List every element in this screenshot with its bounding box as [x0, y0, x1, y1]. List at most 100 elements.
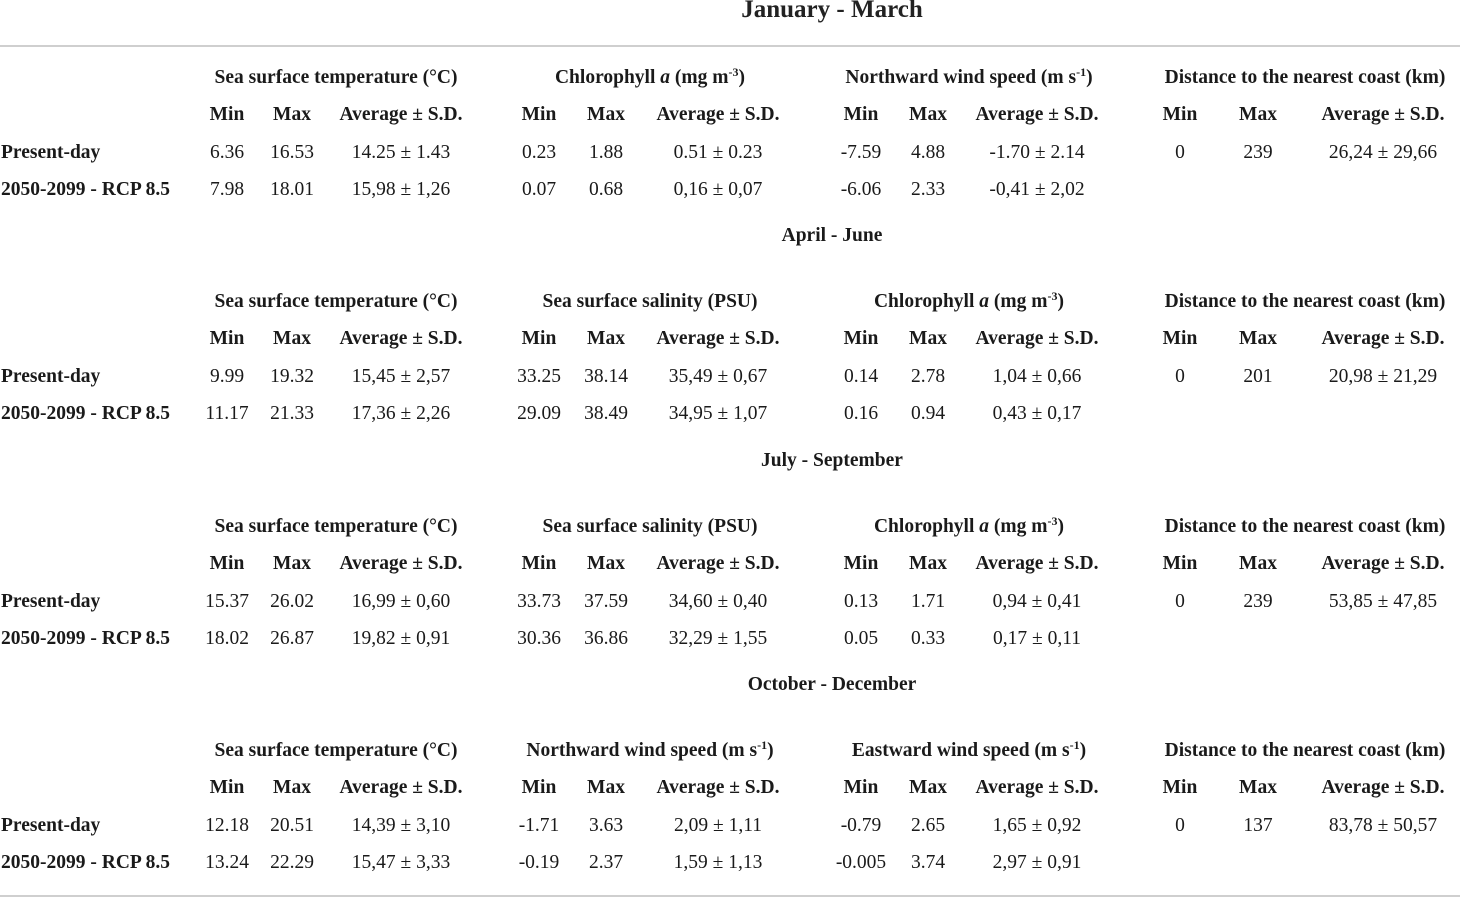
table-cell: 2.78 — [910, 366, 946, 387]
group-label-text: Chlorophyll — [873, 516, 980, 537]
table-cell: 9.99 — [209, 366, 245, 387]
column-subheader: Average ± S.D. — [1321, 104, 1445, 125]
group-label: Sea surface salinity (PSU) — [542, 291, 758, 312]
column-group-header: Distance to the nearest coast (km) — [1055, 66, 1460, 90]
table-cell: 11.17 — [205, 403, 249, 424]
column-subheader: Max — [273, 553, 311, 574]
table-cell: 13.24 — [205, 852, 249, 873]
table-cell: 1.88 — [588, 142, 624, 163]
table-title: January - March — [741, 0, 923, 23]
table-cell: -0.79 — [840, 815, 882, 836]
column-subheader: Max — [587, 104, 625, 125]
group-label-text: Eastward wind speed (m s — [851, 740, 1070, 761]
table-cell: 0.07 — [521, 179, 557, 200]
table-cell: 0.13 — [843, 591, 879, 612]
group-label-text: Chlorophyll — [554, 67, 661, 88]
table-cell: 0,94 ± 0,41 — [992, 591, 1082, 612]
table-cell: 14.25 ± 1.43 — [351, 142, 451, 163]
table-cell: 18.01 — [270, 179, 314, 200]
table-cell: 26.87 — [270, 628, 314, 649]
column-subheader: Max — [273, 328, 311, 349]
row-label: 2050-2099 - RCP 8.5 — [1, 628, 170, 649]
table-cell: 2,09 ± 1,11 — [674, 815, 762, 836]
column-subheader: Max — [273, 104, 311, 125]
group-label: Distance to the nearest coast (km) — [1164, 740, 1446, 761]
group-label-text: (mg m — [989, 291, 1048, 312]
column-subheader: Average ± S.D. — [975, 104, 1099, 125]
table-cell: 83,78 ± 50,57 — [1328, 815, 1438, 836]
table-cell: -7.59 — [840, 142, 882, 163]
table-cell: 4.88 — [910, 142, 946, 163]
column-subheader: Max — [273, 777, 311, 798]
table-cell: 17,36 ± 2,26 — [351, 403, 451, 424]
column-group-header: Sea surface temperature (°C) — [86, 290, 586, 314]
table-cell: 15,45 ± 2,57 — [351, 366, 451, 387]
table-cell: 0 — [1175, 815, 1185, 836]
table-cell: 137 — [1243, 815, 1273, 836]
row-label: Present-day — [1, 815, 101, 836]
table-cell: 19,82 ± 0,91 — [351, 628, 451, 649]
group-label: Sea surface temperature (°C) — [214, 291, 458, 312]
column-subheader: Max — [909, 104, 947, 125]
column-group-header: Northward wind speed (m s-1) — [400, 739, 900, 763]
table-cell: 32,29 ± 1,55 — [668, 628, 768, 649]
group-label-superscript: -1 — [1069, 738, 1080, 752]
group-label: Distance to the nearest coast (km) — [1164, 516, 1446, 537]
table-cell: 53,85 ± 47,85 — [1328, 591, 1438, 612]
table-cell: -0,41 ± 2,02 — [989, 179, 1085, 200]
table-cell: 1,59 ± 1,13 — [673, 852, 763, 873]
table-cell: 26.02 — [270, 591, 314, 612]
group-label-text: ) — [767, 740, 774, 761]
column-subheader: Average ± S.D. — [1321, 328, 1445, 349]
table-cell: 0 — [1175, 366, 1185, 387]
group-label-text: ) — [1057, 516, 1065, 537]
table-cell: 18.02 — [205, 628, 249, 649]
column-subheader: Min — [843, 104, 879, 125]
table-cell: 3.63 — [588, 815, 624, 836]
table-cell: 35,49 ± 0,67 — [668, 366, 768, 387]
table-cell: 30.36 — [517, 628, 561, 649]
column-subheader: Min — [1162, 104, 1198, 125]
table-cell: 15.37 — [205, 591, 249, 612]
column-subheader: Average ± S.D. — [975, 777, 1099, 798]
group-label: Distance to the nearest coast (km) — [1164, 67, 1446, 88]
column-subheader: Average ± S.D. — [1321, 777, 1445, 798]
column-subheader: Max — [909, 777, 947, 798]
table-cell: -1.70 ± 2.14 — [989, 142, 1085, 163]
table-cell: 0.16 — [843, 403, 879, 424]
column-subheader: Min — [209, 104, 245, 125]
table-cell: 36.86 — [584, 628, 628, 649]
table-cell: 0.05 — [843, 628, 879, 649]
table-cell: 0.94 — [910, 403, 946, 424]
row-label: Present-day — [1, 591, 101, 612]
table-cell: 16.53 — [270, 142, 314, 163]
column-subheader: Average ± S.D. — [339, 553, 463, 574]
table-cell: 6.36 — [209, 142, 245, 163]
row-label: 2050-2099 - RCP 8.5 — [1, 179, 170, 200]
row-label: 2050-2099 - RCP 8.5 — [1, 852, 170, 873]
table-cell: -1.71 — [518, 815, 560, 836]
group-label-superscript: -3 — [1047, 289, 1058, 303]
table-cell: 1.71 — [910, 591, 946, 612]
table-cell: 239 — [1243, 142, 1273, 163]
season-heading: April - June — [781, 225, 883, 246]
column-group-header: Distance to the nearest coast (km) — [1055, 739, 1460, 763]
column-subheader: Average ± S.D. — [339, 328, 463, 349]
column-subheader: Max — [1239, 553, 1277, 574]
column-subheader: Average ± S.D. — [1321, 553, 1445, 574]
table-cell: 2.65 — [910, 815, 946, 836]
table-cell: 26,24 ± 29,66 — [1328, 142, 1438, 163]
column-subheader: Max — [909, 328, 947, 349]
row-label: Present-day — [1, 366, 101, 387]
table-cell: 1,65 ± 0,92 — [992, 815, 1082, 836]
column-group-header: Chlorophyll a (mg m-3) — [400, 66, 900, 90]
group-label-superscript: -1 — [757, 738, 768, 752]
column-subheader: Average ± S.D. — [656, 553, 780, 574]
group-label-italic: a — [660, 67, 671, 88]
group-label: Sea surface temperature (°C) — [214, 67, 458, 88]
row-label: 2050-2099 - RCP 8.5 — [1, 403, 170, 424]
column-subheader: Min — [209, 553, 245, 574]
column-subheader: Min — [1162, 553, 1198, 574]
column-subheader: Min — [209, 328, 245, 349]
table-cell: 33.73 — [517, 591, 561, 612]
